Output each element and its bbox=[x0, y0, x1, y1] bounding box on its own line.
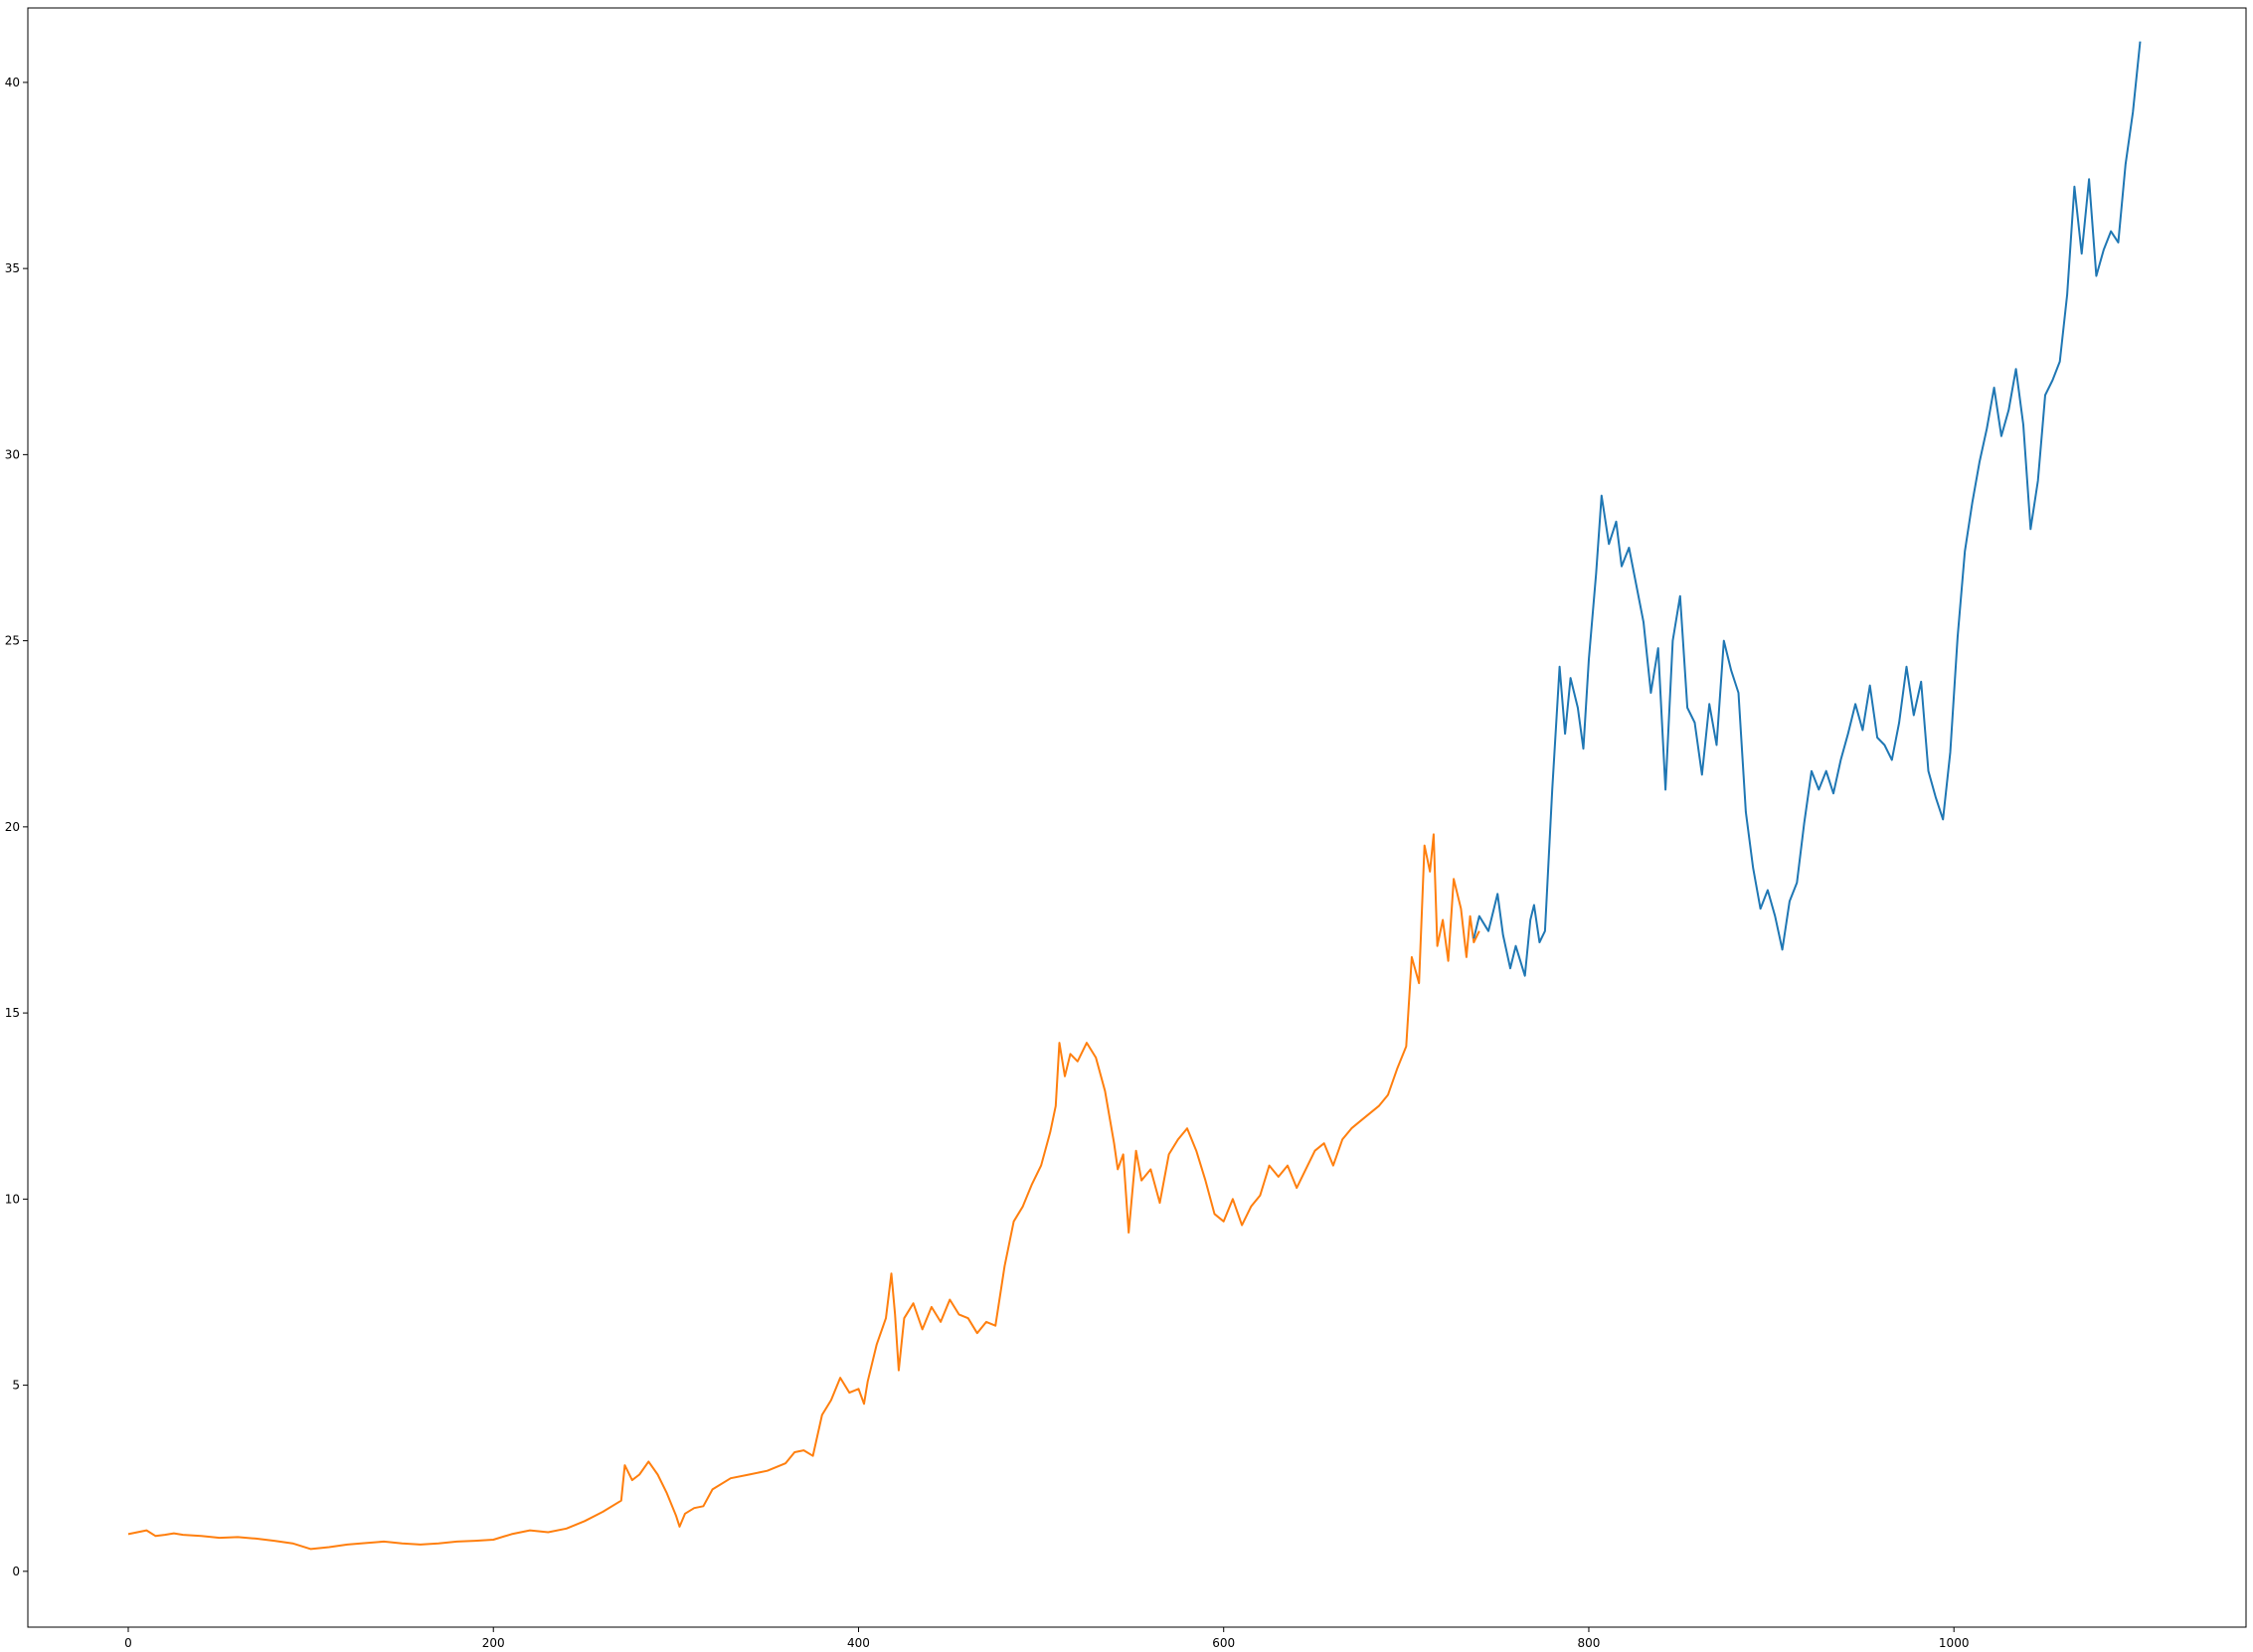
series-lines bbox=[127, 41, 2142, 1551]
x-tick-label: 1000 bbox=[1939, 1636, 1970, 1650]
x-tick-label: 600 bbox=[1212, 1636, 1235, 1650]
x-tick-label: 0 bbox=[124, 1636, 132, 1650]
y-tick-label: 35 bbox=[5, 261, 20, 275]
y-axis: 0 5 10 15 20 25 30 35 40 bbox=[5, 76, 28, 1578]
y-tick-label: 5 bbox=[12, 1379, 20, 1393]
y-tick-label: 0 bbox=[12, 1565, 20, 1578]
y-tick-label: 25 bbox=[5, 634, 20, 648]
x-tick-label: 800 bbox=[1578, 1636, 1601, 1650]
plot-area-frame bbox=[27, 7, 2247, 1628]
x-tick-label: 400 bbox=[847, 1636, 870, 1650]
series-line-1 bbox=[1473, 41, 2142, 977]
y-tick-label: 40 bbox=[5, 76, 20, 89]
x-axis: 0 200 400 600 800 1000 bbox=[124, 1627, 1969, 1650]
y-tick-label: 15 bbox=[5, 1006, 20, 1020]
series-line-0 bbox=[127, 833, 1480, 1551]
y-tick-label: 30 bbox=[5, 447, 20, 461]
y-tick-label: 20 bbox=[5, 820, 20, 834]
x-tick-label: 200 bbox=[482, 1636, 505, 1650]
y-tick-label: 10 bbox=[5, 1192, 20, 1206]
